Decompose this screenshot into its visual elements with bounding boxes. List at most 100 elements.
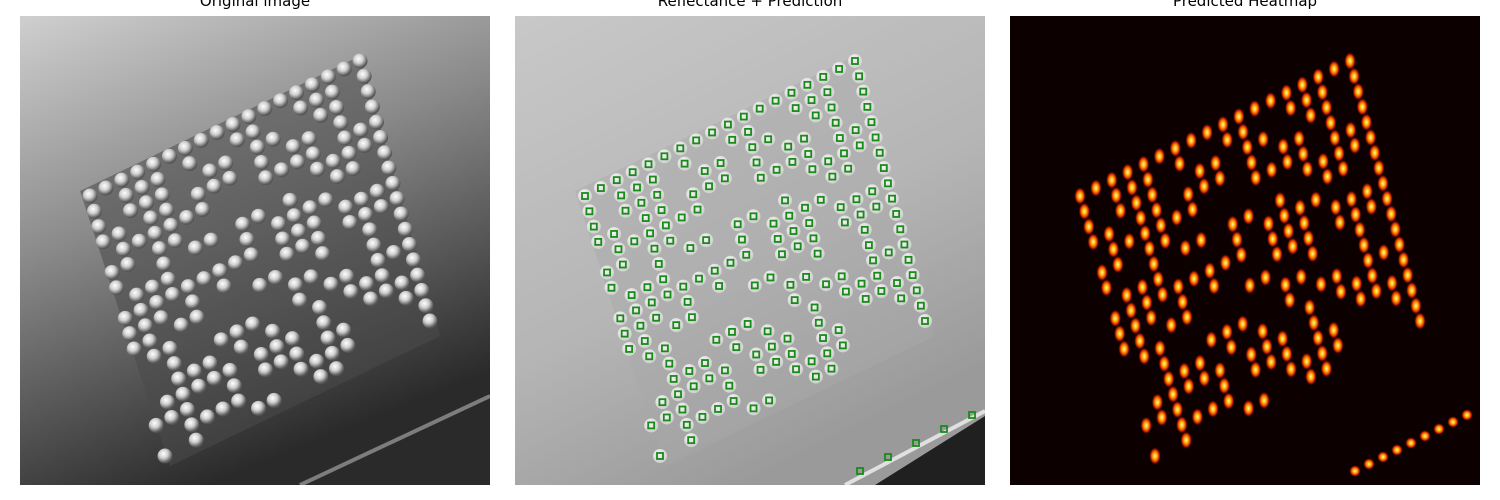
prediction-marker [683, 297, 692, 306]
heat-blob [1356, 97, 1369, 116]
prediction-marker [686, 244, 695, 252]
prediction-marker [659, 275, 668, 284]
heat-blob [1386, 274, 1399, 293]
dot [82, 188, 98, 204]
dot [187, 240, 203, 256]
dot [804, 93, 819, 108]
heat-blob [1302, 229, 1315, 248]
dot [707, 263, 722, 278]
heat-blob [1370, 282, 1383, 300]
prediction-marker [692, 136, 701, 145]
dot [641, 157, 656, 172]
prediction-marker [665, 359, 674, 368]
prediction-marker [772, 165, 781, 174]
heat-blob [1105, 171, 1118, 190]
prediction-marker [835, 65, 844, 73]
dot [586, 219, 601, 234]
prediction-marker [875, 148, 884, 157]
dot [874, 284, 889, 298]
prediction-marker [814, 318, 823, 327]
dot [196, 271, 212, 287]
dot [115, 241, 131, 257]
dot [894, 291, 909, 306]
heat-blob [1296, 75, 1309, 94]
heat-blob [1337, 159, 1350, 178]
prediction-marker [827, 364, 836, 373]
heat-blob [1366, 266, 1379, 285]
dot [684, 433, 699, 448]
prediction-marker [756, 365, 765, 374]
heat-blob [1344, 52, 1356, 70]
heat-blob [1266, 229, 1279, 248]
dot [249, 139, 265, 155]
prediction-marker [661, 221, 670, 230]
heat-blob [1173, 154, 1186, 173]
dot [414, 282, 430, 298]
heat-blob [1245, 153, 1258, 172]
heat-blob [1165, 316, 1178, 335]
dot [274, 162, 290, 178]
dot [856, 84, 871, 99]
heat-blob [1175, 415, 1188, 434]
dot [285, 331, 301, 347]
heat-blob [1150, 201, 1163, 220]
dot [788, 101, 803, 116]
prediction-marker [793, 242, 802, 251]
dot [328, 361, 344, 377]
dot [730, 217, 745, 232]
heat-blob [1348, 136, 1361, 155]
heat-blob [1389, 220, 1402, 239]
dot [824, 361, 839, 376]
dot [695, 409, 710, 424]
prediction-marker [808, 165, 817, 174]
heat-blob [1170, 208, 1183, 227]
prediction-marker [763, 327, 772, 336]
dot [889, 206, 904, 221]
dot [763, 270, 778, 285]
dot [852, 69, 867, 84]
dot [578, 189, 592, 203]
prediction-marker [627, 291, 636, 300]
heat-blob [1306, 244, 1319, 263]
dot [890, 276, 905, 291]
heat-blob [1176, 292, 1189, 311]
dot [345, 161, 361, 177]
prediction-marker [884, 248, 893, 257]
heat-blob [1123, 232, 1136, 251]
dot [213, 332, 229, 348]
heat-blob [1209, 154, 1222, 173]
prediction-marker [813, 249, 822, 258]
dot [144, 279, 160, 295]
dot [800, 77, 815, 92]
prediction-marker [836, 203, 845, 212]
prediction-marker [844, 164, 853, 173]
dot [373, 199, 389, 215]
heat-blob [1320, 98, 1333, 117]
dot [816, 331, 831, 346]
heat-blob [1265, 352, 1278, 371]
prediction-marker [786, 280, 795, 289]
dot [147, 225, 163, 241]
dot [163, 217, 179, 233]
dot [746, 401, 761, 416]
prediction-marker [865, 241, 873, 250]
heat-blob [1232, 107, 1245, 126]
heat-blob [1213, 361, 1226, 380]
heat-blob [1393, 235, 1406, 254]
dot [625, 165, 640, 180]
prediction-marker [871, 133, 880, 142]
dot [108, 280, 124, 296]
prediction-marker [834, 326, 843, 335]
dot [363, 291, 379, 307]
dot [722, 378, 737, 393]
dot [154, 187, 170, 203]
prediction-marker [785, 211, 794, 220]
heat-blob [1331, 336, 1344, 355]
heat-blob [1315, 275, 1328, 294]
prediction-marker [773, 235, 782, 243]
prediction-marker [900, 240, 909, 249]
dot [657, 341, 672, 356]
dot [309, 353, 325, 369]
dot [831, 323, 846, 338]
dot [832, 61, 847, 76]
